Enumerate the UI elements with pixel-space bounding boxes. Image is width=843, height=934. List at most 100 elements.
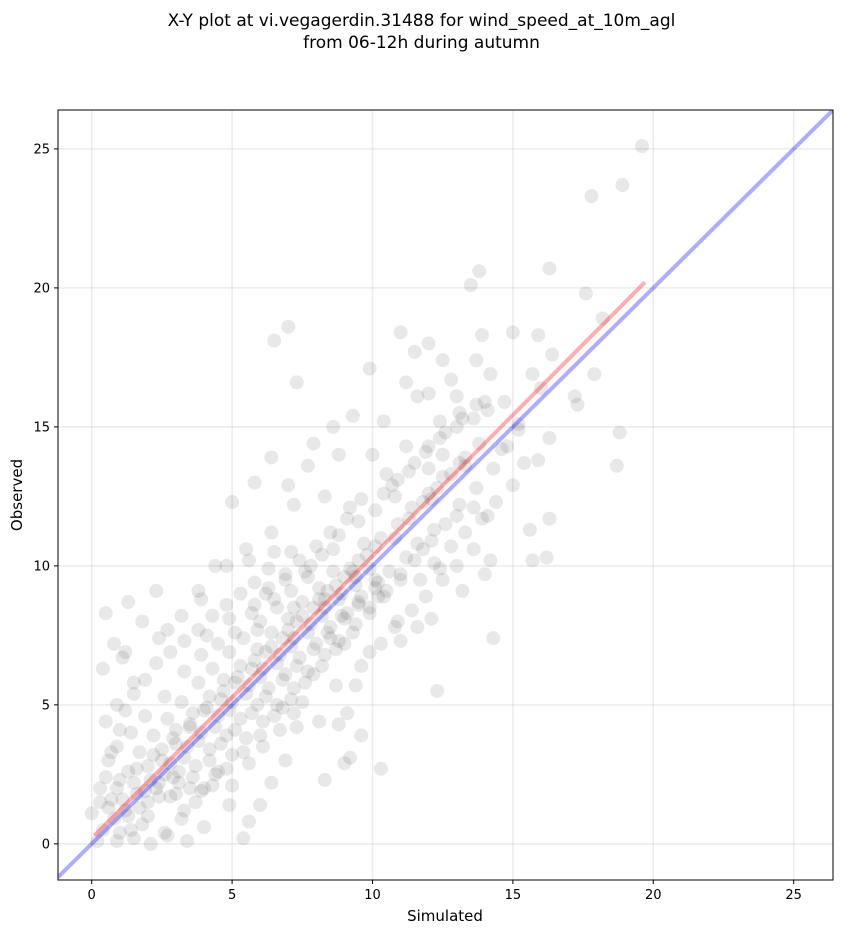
data-point: [337, 756, 352, 771]
y-tick-label: 0: [42, 837, 50, 852]
data-point: [345, 564, 360, 579]
data-point: [334, 608, 349, 623]
data-point: [455, 583, 470, 598]
data-point: [286, 681, 301, 696]
data-point: [205, 608, 220, 623]
data-point: [351, 553, 366, 568]
data-point: [197, 820, 212, 835]
data-point: [343, 500, 358, 515]
data-point: [236, 631, 251, 646]
data-point: [244, 706, 259, 721]
data-point: [312, 714, 327, 729]
data-point: [174, 695, 189, 710]
data-point: [211, 708, 226, 723]
y-tick-label: 25: [33, 142, 50, 157]
data-point: [399, 439, 414, 454]
data-point: [284, 583, 299, 598]
data-point: [247, 597, 262, 612]
data-point: [202, 689, 217, 704]
data-point: [152, 789, 167, 804]
data-point: [472, 264, 487, 279]
data-point: [284, 692, 299, 707]
data-point: [182, 781, 197, 796]
data-point: [157, 689, 172, 704]
data-point: [306, 436, 321, 451]
data-point: [449, 558, 464, 573]
data-point: [138, 708, 153, 723]
data-point: [328, 578, 343, 593]
data-point: [449, 419, 464, 434]
data-point: [115, 650, 130, 665]
data-point: [191, 622, 206, 637]
data-point: [362, 561, 377, 576]
data-point: [118, 803, 133, 818]
data-point: [328, 678, 343, 693]
data-point: [385, 478, 400, 493]
data-point: [615, 178, 630, 193]
data-point: [292, 650, 307, 665]
data-point: [300, 570, 315, 585]
data-point: [399, 375, 414, 390]
data-point: [188, 759, 203, 774]
data-point: [208, 720, 223, 735]
data-point: [300, 458, 315, 473]
data-point: [222, 797, 237, 812]
data-point: [472, 436, 487, 451]
x-tick-label: 15: [505, 888, 522, 903]
x-tick-label: 0: [88, 888, 96, 903]
data-point: [407, 344, 422, 359]
data-point: [387, 489, 402, 504]
plot-area: [58, 110, 833, 880]
data-point: [275, 700, 290, 715]
data-point: [517, 456, 532, 471]
data-point: [225, 747, 240, 762]
data-point: [525, 367, 540, 382]
data-point: [438, 425, 453, 440]
data-point: [376, 589, 391, 604]
data-point: [225, 695, 240, 710]
chart-title-line-2: from 06-12h during autumn: [303, 33, 540, 53]
data-point: [219, 597, 234, 612]
data-point: [121, 595, 136, 610]
data-point: [410, 620, 425, 635]
data-point: [101, 800, 116, 815]
data-point: [230, 670, 245, 685]
data-point: [255, 714, 270, 729]
data-point: [404, 603, 419, 618]
data-point: [345, 625, 360, 640]
data-point: [168, 736, 183, 751]
data-point: [401, 511, 416, 526]
data-point: [609, 458, 624, 473]
data-point: [258, 586, 273, 601]
data-point: [348, 570, 363, 585]
data-point: [225, 778, 240, 793]
data-point: [177, 750, 192, 765]
grid-lines: [58, 110, 833, 880]
data-point: [180, 739, 195, 754]
data-point: [421, 336, 436, 351]
data-point: [427, 522, 442, 537]
data-point: [163, 756, 178, 771]
data-point: [270, 600, 285, 615]
data-point: [132, 745, 147, 760]
data-point: [199, 700, 214, 715]
data-point: [205, 778, 220, 793]
data-point: [337, 636, 352, 651]
data-point: [216, 672, 231, 687]
data-point: [432, 561, 447, 576]
data-point: [494, 442, 509, 457]
data-point: [421, 386, 436, 401]
data-point: [497, 394, 512, 409]
data-point: [286, 706, 301, 721]
data-point: [174, 811, 189, 826]
data-point: [505, 478, 520, 493]
data-point: [452, 405, 467, 420]
data-point: [483, 553, 498, 568]
data-point: [289, 614, 304, 629]
data-point: [343, 750, 358, 765]
data-point: [250, 622, 265, 637]
data-point: [286, 631, 301, 646]
data-point: [152, 775, 167, 790]
data-point: [241, 553, 256, 568]
data-point: [284, 639, 299, 654]
